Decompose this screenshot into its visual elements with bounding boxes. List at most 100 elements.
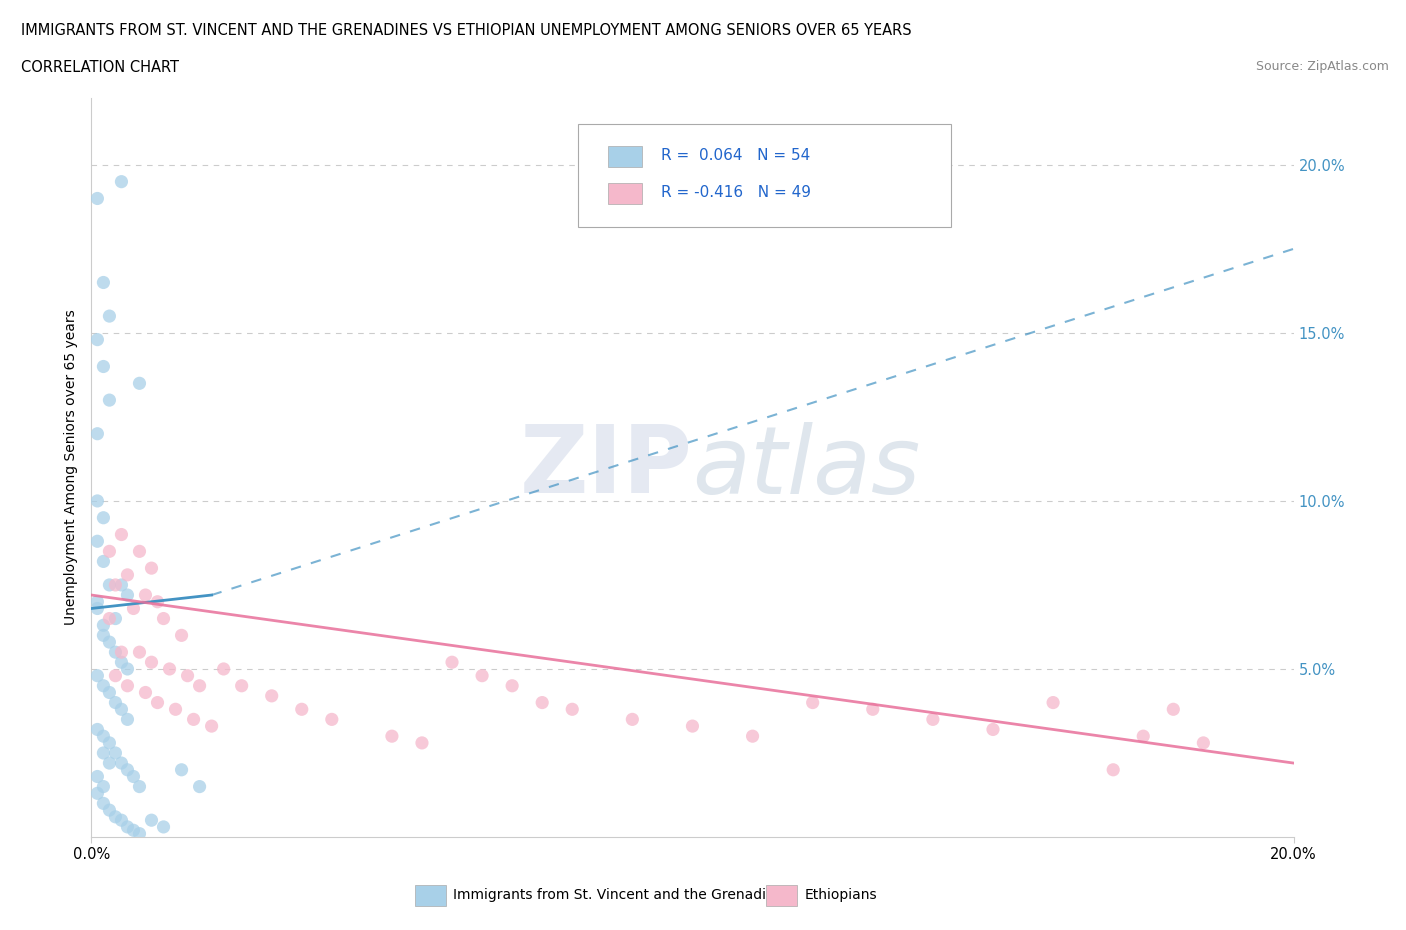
Point <box>117 763 139 777</box>
Point <box>128 376 150 391</box>
Point <box>165 702 187 717</box>
Text: R = -0.416   N = 49: R = -0.416 N = 49 <box>661 185 811 200</box>
Point <box>212 661 235 676</box>
Point <box>128 544 150 559</box>
Point <box>110 813 132 828</box>
Point <box>98 544 121 559</box>
Point <box>98 685 121 700</box>
Point <box>128 826 150 841</box>
Point <box>93 796 115 811</box>
Point <box>152 611 174 626</box>
Point <box>981 722 1004 737</box>
Point <box>1042 695 1064 710</box>
Text: Source: ZipAtlas.com: Source: ZipAtlas.com <box>1256 60 1389 73</box>
Point <box>93 359 115 374</box>
Point <box>681 719 703 734</box>
Point <box>86 769 108 784</box>
Point <box>122 823 145 838</box>
Point <box>104 669 127 684</box>
Point <box>141 561 163 576</box>
Point <box>801 695 824 710</box>
Point <box>93 275 115 290</box>
Point <box>98 309 121 324</box>
Point <box>98 578 121 592</box>
Point <box>93 554 115 569</box>
Point <box>1161 702 1184 717</box>
Point <box>117 588 139 603</box>
Point <box>291 702 314 717</box>
Text: IMMIGRANTS FROM ST. VINCENT AND THE GRENADINES VS ETHIOPIAN UNEMPLOYMENT AMONG S: IMMIGRANTS FROM ST. VINCENT AND THE GREN… <box>21 23 911 38</box>
Point <box>117 661 139 676</box>
Point <box>98 634 121 649</box>
Point <box>86 601 108 616</box>
Point <box>440 655 463 670</box>
Point <box>741 729 763 744</box>
Point <box>862 702 884 717</box>
Point <box>188 678 211 693</box>
Y-axis label: Unemployment Among Seniors over 65 years: Unemployment Among Seniors over 65 years <box>63 310 77 625</box>
Point <box>104 695 127 710</box>
Point <box>122 601 145 616</box>
Point <box>86 191 108 206</box>
Point <box>86 534 108 549</box>
Point <box>86 669 108 684</box>
Point <box>93 628 115 643</box>
Point <box>98 803 121 817</box>
Point <box>231 678 253 693</box>
Point <box>188 779 211 794</box>
Point <box>110 755 132 770</box>
Point <box>170 763 193 777</box>
Point <box>98 611 121 626</box>
Point <box>110 644 132 659</box>
Point <box>176 669 198 684</box>
Text: R =  0.064   N = 54: R = 0.064 N = 54 <box>661 148 810 163</box>
Text: atlas: atlas <box>692 422 921 512</box>
Point <box>98 736 121 751</box>
Point <box>86 494 108 509</box>
Point <box>86 786 108 801</box>
Point <box>471 669 494 684</box>
Text: Immigrants from St. Vincent and the Grenadines: Immigrants from St. Vincent and the Gren… <box>453 887 790 902</box>
FancyBboxPatch shape <box>578 124 950 227</box>
Point <box>104 809 127 824</box>
Point <box>93 746 115 761</box>
Point <box>134 685 156 700</box>
Point <box>110 578 132 592</box>
Point <box>110 655 132 670</box>
Point <box>86 594 108 609</box>
Point <box>183 712 205 727</box>
Point <box>93 729 115 744</box>
Point <box>86 332 108 347</box>
Point <box>98 392 121 407</box>
Point <box>1192 736 1215 751</box>
Point <box>321 712 343 727</box>
Point <box>260 688 283 703</box>
Point <box>381 729 404 744</box>
Point <box>141 655 163 670</box>
Point <box>104 746 127 761</box>
Point <box>104 611 127 626</box>
FancyBboxPatch shape <box>609 183 643 204</box>
Point <box>170 628 193 643</box>
Point <box>117 678 139 693</box>
Point <box>122 769 145 784</box>
Point <box>93 511 115 525</box>
Point <box>561 702 583 717</box>
Point <box>128 779 150 794</box>
Point <box>117 819 139 834</box>
Point <box>922 712 945 727</box>
Point <box>117 567 139 582</box>
Point <box>531 695 554 710</box>
Point <box>117 712 139 727</box>
Point <box>104 578 127 592</box>
Point <box>411 736 433 751</box>
Point <box>93 779 115 794</box>
Point <box>141 813 163 828</box>
Point <box>93 618 115 632</box>
Point <box>86 722 108 737</box>
Text: ZIP: ZIP <box>520 421 692 513</box>
Point <box>93 678 115 693</box>
Point <box>159 661 181 676</box>
Point <box>201 719 224 734</box>
Point <box>501 678 523 693</box>
